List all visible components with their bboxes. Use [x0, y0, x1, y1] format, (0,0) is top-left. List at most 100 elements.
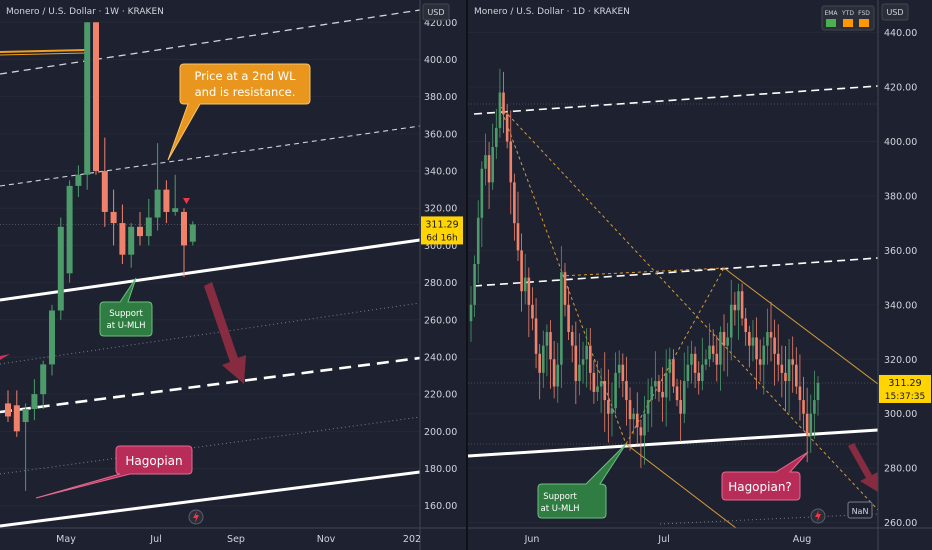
- daily-candle-body: [505, 114, 509, 142]
- daily-hagopian-callout-bubble: [721, 451, 809, 501]
- daily-support-callout-line-1: Support: [543, 492, 577, 502]
- daily-candle-body: [643, 413, 646, 436]
- daily-candle-body: [715, 353, 719, 365]
- nan-badge[interactable]: NaN: [847, 501, 873, 519]
- fsd-badge[interactable]: FSD: [858, 10, 870, 17]
- daily-candle-body: [697, 372, 701, 382]
- daily-candle-body: [552, 359, 556, 387]
- weekly-lower-median-line: [0, 470, 421, 528]
- weekly-x-tick-label: May: [56, 534, 76, 545]
- fsd-flag-icon: [859, 19, 869, 27]
- weekly-x-tick-label: Sep: [227, 534, 245, 545]
- daily-candle-body: [675, 386, 679, 401]
- resistance-callout-line-2: and is resistance.: [195, 85, 296, 99]
- daily-candle-body: [668, 359, 672, 373]
- ema-flag-icon: [826, 19, 836, 27]
- daily-candle-body: [780, 364, 784, 373]
- weekly-y-tick-label: 200.00: [424, 427, 457, 438]
- daily-candle-body: [693, 353, 697, 373]
- daily-candle-body: [769, 332, 773, 338]
- daily-candle-body: [541, 345, 545, 373]
- daily-x-tick-label: Jul: [657, 534, 669, 545]
- ytd-badge[interactable]: YTD: [841, 10, 854, 17]
- daily-candle-body: [596, 386, 599, 392]
- weekly-price-tag-value: 311.29: [425, 219, 458, 230]
- daily-candle-body: [610, 408, 614, 414]
- weekly-candle-body: [49, 310, 55, 365]
- ema-badge[interactable]: EMA: [824, 10, 838, 17]
- daily-candle-body: [650, 386, 654, 401]
- indicator-badges[interactable]: EMA YTD FSD: [821, 5, 875, 31]
- daily-candle-body: [487, 155, 491, 183]
- weekly-chart-panel[interactable]: Price at a 2nd WL and is resistance. Suppo…: [0, 0, 466, 550]
- weekly-upper-warning-line: [0, 125, 421, 187]
- weekly-support-callout-line-1: Support: [109, 309, 143, 319]
- daily-y-tick-label: 320.00: [884, 355, 917, 366]
- resistance-callout-bubble: [167, 63, 311, 161]
- daily-candle-body: [625, 381, 628, 401]
- daily-chart-panel[interactable]: Support at U-MLH Hagopian? 260.00 280.00 300…: [467, 0, 932, 550]
- daily-candle-body: [563, 272, 567, 305]
- daily-candle-body: [664, 372, 668, 398]
- weekly-y-tick-label: 320.00: [424, 204, 457, 215]
- panel-divider[interactable]: [466, 0, 468, 550]
- weekly-candle-body: [119, 223, 126, 255]
- daily-candle-body: [556, 364, 560, 387]
- weekly-candle-body: [93, 22, 99, 172]
- weekly-currency-badge[interactable]: [422, 3, 450, 21]
- weekly-support-callout-bubble: [99, 277, 153, 337]
- weekly-y-tick-label: 300.00: [424, 241, 457, 252]
- daily-hagopian-callout-label: Hagopian?: [728, 480, 792, 494]
- nan-label: NaN: [852, 507, 869, 516]
- daily-candle-body: [773, 337, 776, 354]
- weekly-candle-body: [181, 211, 187, 246]
- daily-support-callout-line-2: at U-MLH: [541, 504, 580, 514]
- daily-candle-body: [617, 364, 621, 373]
- weekly-candle-body: [57, 226, 64, 311]
- daily-lightning-icon[interactable]: [810, 508, 826, 524]
- daily-candle-body: [538, 353, 541, 373]
- daily-candle-body: [498, 92, 502, 128]
- weekly-orange-top-line: [0, 49, 87, 53]
- weekly-countdown: 6d 16h: [426, 233, 457, 243]
- weekly-lightning-icon[interactable]: [188, 509, 204, 525]
- daily-candle-body: [805, 413, 809, 436]
- weekly-orange-top-line-2: [0, 52, 87, 56]
- daily-candle-body: [784, 372, 787, 382]
- daily-candle-body: [502, 92, 505, 115]
- weekly-down-arrow: [204, 282, 246, 384]
- daily-candle-body: [708, 345, 711, 360]
- daily-candles: [469, 68, 820, 468]
- daily-candle-body: [513, 182, 516, 224]
- daily-plot-area[interactable]: [468, 0, 878, 528]
- daily-candle-body: [495, 127, 498, 147]
- daily-candle-body: [516, 223, 520, 251]
- daily-candle-body: [686, 364, 690, 382]
- weekly-hagopian-callout-label: Hagopian: [125, 454, 182, 468]
- daily-candle-body: [766, 332, 769, 346]
- weekly-candles: [5, 22, 196, 491]
- daily-currency-badge[interactable]: [881, 3, 909, 21]
- daily-price-axis[interactable]: [878, 0, 932, 550]
- daily-candle-body: [816, 382, 820, 401]
- daily-price-tag-value: 311.29: [888, 378, 921, 389]
- weekly-candle-body: [128, 226, 135, 255]
- weekly-candle-body: [66, 185, 73, 274]
- daily-candle-body: [570, 332, 574, 346]
- daily-candle-body: [567, 304, 570, 333]
- daily-lower-dotted-line: [659, 513, 879, 525]
- weekly-price-axis[interactable]: [420, 0, 466, 550]
- daily-candle-body: [704, 359, 708, 365]
- daily-candle-body: [581, 359, 585, 365]
- daily-chart-title: Monero / U.S. Dollar · 1D · KRAKEN: [474, 7, 630, 17]
- daily-candle-body: [795, 364, 798, 387]
- daily-x-axis: Jun Jul Aug: [524, 534, 812, 545]
- daily-x-tick-label: Aug: [793, 534, 812, 545]
- weekly-candle-body: [40, 364, 47, 395]
- daily-candle-body: [549, 332, 552, 360]
- weekly-currency-label: USD: [427, 8, 444, 17]
- daily-candle-body: [802, 400, 805, 414]
- daily-candle-body: [523, 277, 527, 292]
- daily-candle-body: [787, 359, 791, 382]
